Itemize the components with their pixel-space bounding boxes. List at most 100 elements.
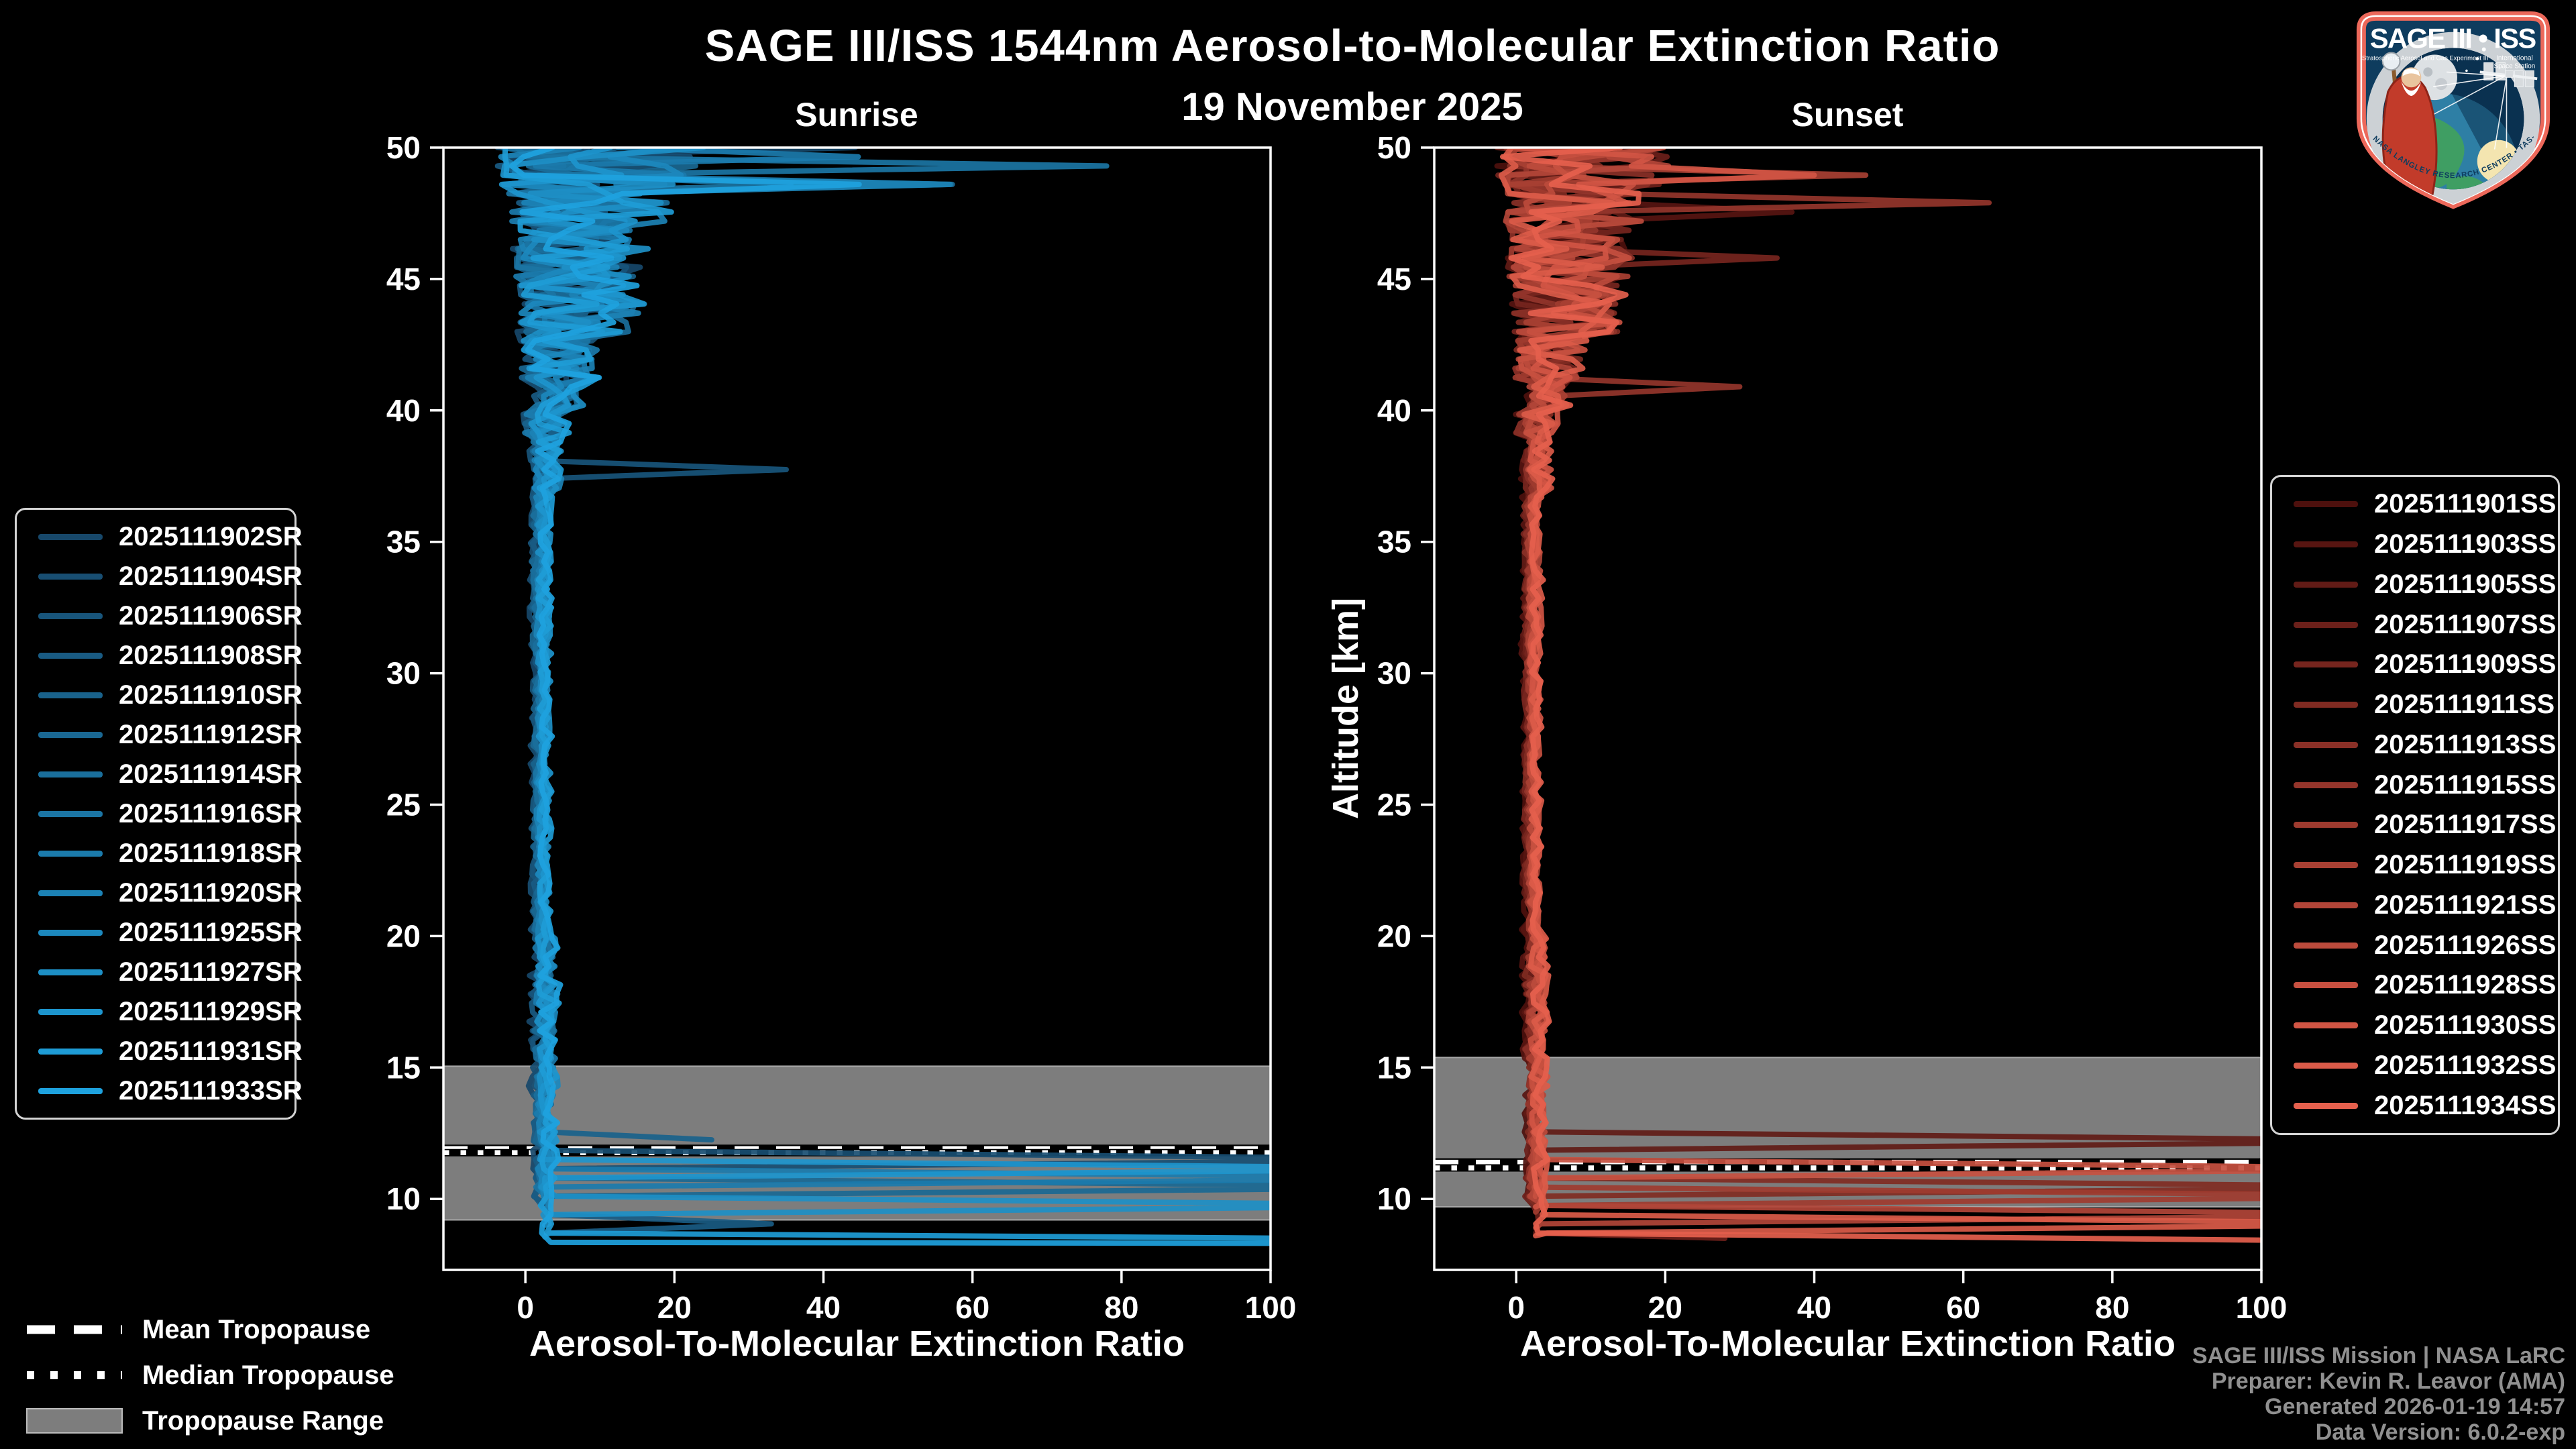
profile-line-2025111933SR xyxy=(509,148,1271,1246)
tropopause-range-legend-item: Tropopause Range xyxy=(24,1398,394,1444)
legend-label: 2025111916SR xyxy=(119,798,303,828)
legend-label: 2025111910SR xyxy=(119,680,303,710)
tropopause-range-label: Tropopause Range xyxy=(142,1405,384,1436)
legend-swatch xyxy=(2294,1062,2358,1069)
legend-label: 2025111930SS xyxy=(2374,1010,2557,1040)
legend-item: 2025111927SR xyxy=(17,953,303,991)
legend-label: 2025111927SR xyxy=(119,957,303,987)
legend-item: 2025111904SR xyxy=(17,557,303,596)
x-tick-label: 80 xyxy=(1104,1290,1138,1325)
y-tick-label: 25 xyxy=(386,788,421,822)
y-tick-label: 20 xyxy=(386,918,421,953)
y-tick-label: 40 xyxy=(386,393,421,428)
legend-label: 2025111932SS xyxy=(2374,1050,2557,1080)
y-tick-label: 45 xyxy=(386,262,421,297)
legend-swatch xyxy=(38,612,103,619)
legend-item: 2025111929SR xyxy=(17,992,303,1031)
legend-label: 2025111902SR xyxy=(119,521,303,551)
legend-label: 2025111906SR xyxy=(119,600,303,631)
legend-item: 2025111926SS xyxy=(2272,926,2558,965)
tropopause-legend: Mean Tropopause Median Tropopause Tropop… xyxy=(24,1307,394,1444)
legend-item: 2025111915SS xyxy=(2272,765,2558,804)
legend-label: 2025111908SR xyxy=(119,640,303,670)
legend-swatch xyxy=(2294,862,2358,868)
legend-swatch xyxy=(2294,1102,2358,1109)
legend-swatch xyxy=(38,810,103,817)
legend-item: 2025111908SR xyxy=(17,636,303,675)
legend-item: 2025111921SS xyxy=(2272,885,2558,924)
patch-figure xyxy=(2381,52,2438,199)
figure-subtitle: 19 November 2025 xyxy=(1181,85,1523,129)
patch-title: SAGE III • ISS xyxy=(2370,23,2536,54)
y-tick-label: 15 xyxy=(386,1050,421,1085)
legend-label: 2025111934SS xyxy=(2374,1090,2557,1120)
legend-label: 2025111912SR xyxy=(119,719,303,749)
patch-subtitle-left: Stratospheric Aerosol and Gas Experiment… xyxy=(2362,54,2489,61)
x-tick-label: 20 xyxy=(657,1290,692,1325)
legend-item: 2025111925SR xyxy=(17,913,303,952)
legend-label: 2025111905SS xyxy=(2374,569,2557,599)
legend-item: 2025111902SR xyxy=(17,517,303,556)
x-tick-label: 20 xyxy=(1648,1290,1682,1325)
legend-swatch xyxy=(2294,741,2358,748)
legend-label: 2025111909SS xyxy=(2374,649,2557,680)
x-tick-label: 100 xyxy=(1245,1290,1297,1325)
patch-subtitle-right-1: International xyxy=(2496,54,2533,62)
legend-swatch xyxy=(38,533,103,540)
legend-item: 2025111930SS xyxy=(2272,1006,2558,1045)
legend-item: 2025111919SS xyxy=(2272,846,2558,885)
plot-area-sunset xyxy=(1434,148,2261,1243)
legend-label: 2025111915SS xyxy=(2374,769,2557,800)
y-tick-label: 35 xyxy=(386,525,421,559)
legend-item: 2025111911SS xyxy=(2272,686,2558,724)
patch-stars xyxy=(2465,47,2486,72)
plot-border-sunrise xyxy=(442,146,1272,1271)
legend-label: 2025111911SS xyxy=(2374,690,2555,719)
legend-item: 2025111903SS xyxy=(2272,525,2558,564)
y-tick-label: 35 xyxy=(1377,525,1411,559)
legend-sunset: 2025111901SS 2025111903SS 2025111905SS 2025… xyxy=(2270,475,2560,1135)
figure-title: SAGE III/ISS 1544nm Aerosol-to-Molecular… xyxy=(704,21,2000,71)
legend-item: 2025111916SR xyxy=(17,794,303,833)
median-tropopause-legend-item: Median Tropopause xyxy=(24,1352,394,1398)
footer-preparer: Preparer: Kevin R. Leavor (AMA) xyxy=(2211,1368,2565,1394)
legend-swatch xyxy=(2294,822,2358,828)
y-tick-label: 30 xyxy=(1377,656,1411,691)
legend-item: 2025111932SS xyxy=(2272,1046,2558,1085)
mean-tropopause-legend-item: Mean Tropopause xyxy=(24,1307,394,1352)
y-tick-label: 10 xyxy=(1377,1181,1411,1216)
legend-swatch xyxy=(38,1048,103,1055)
y-tick-label: 45 xyxy=(1377,262,1411,297)
y-axis-label-sunset: Altitude [km] xyxy=(1326,598,1366,819)
legend-swatch xyxy=(2294,541,2358,547)
legend-item: 2025111906SR xyxy=(17,596,303,635)
patch-iss xyxy=(2479,62,2538,87)
legend-swatch xyxy=(38,771,103,777)
legend-label: 2025111933SR xyxy=(119,1075,303,1106)
legend-swatch xyxy=(2294,982,2358,989)
legend-label: 2025111907SS xyxy=(2374,609,2557,639)
x-tick-label: 0 xyxy=(517,1290,534,1325)
legend-swatch xyxy=(2294,661,2358,668)
legend-label: 2025111929SR xyxy=(119,996,303,1026)
y-tick-label: 25 xyxy=(1377,788,1411,822)
legend-swatch xyxy=(2294,902,2358,908)
median-tropopause-label: Median Tropopause xyxy=(142,1360,394,1390)
legend-swatch xyxy=(38,652,103,659)
legend-item: 2025111909SS xyxy=(2272,645,2558,684)
patch-ring xyxy=(2366,32,2540,205)
legend-item: 2025111905SS xyxy=(2272,565,2558,604)
x-tick-label: 40 xyxy=(1797,1290,1831,1325)
footer-mission: SAGE III/ISS Mission | NASA LaRC xyxy=(2192,1343,2565,1368)
x-axis-label-sunset: Aerosol-To-Molecular Extinction Ratio xyxy=(1519,1324,2176,1364)
legend-item: 2025111933SR xyxy=(17,1071,303,1110)
legend-sunrise: 2025111902SR 2025111904SR 2025111906SR 2025… xyxy=(15,508,303,1120)
legend-swatch xyxy=(38,969,103,975)
panel-title-sunrise: Sunrise xyxy=(795,96,918,133)
legend-label: 2025111919SS xyxy=(2374,850,2557,879)
legend-swatch xyxy=(2294,702,2358,708)
y-tick-label: 30 xyxy=(386,656,421,691)
legend-swatch xyxy=(2294,942,2358,949)
y-tick-label: 50 xyxy=(386,130,421,165)
